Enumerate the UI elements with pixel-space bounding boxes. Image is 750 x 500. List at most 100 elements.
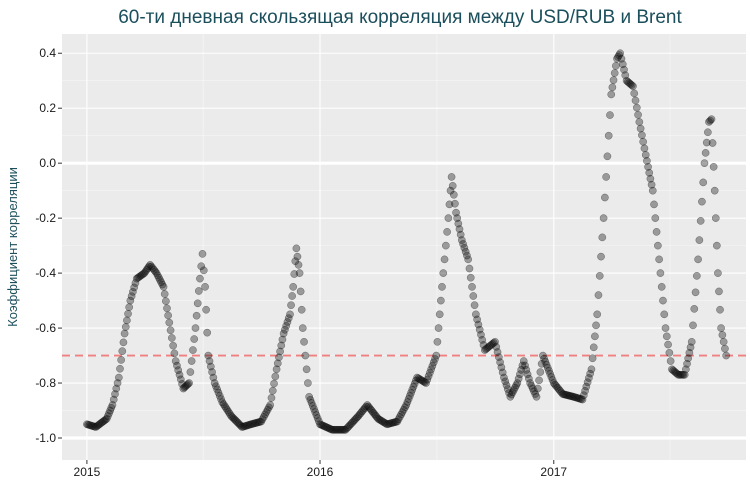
data-point	[656, 269, 665, 277]
data-point	[614, 53, 622, 61]
data-point	[468, 283, 476, 291]
data-point	[212, 382, 220, 391]
data-point	[222, 404, 230, 413]
data-point	[457, 236, 466, 244]
data-point	[477, 330, 485, 339]
data-point	[691, 288, 700, 297]
data-point	[555, 385, 563, 394]
data-point	[654, 241, 662, 250]
data-point	[603, 152, 612, 161]
data-point	[217, 395, 225, 403]
data-point	[662, 332, 671, 341]
data-point	[238, 423, 246, 431]
data-point	[248, 420, 257, 428]
data-point	[119, 338, 128, 347]
data-point	[465, 264, 474, 273]
data-point	[334, 425, 343, 434]
data-point	[247, 420, 255, 429]
reference-lines	[62, 161, 746, 440]
data-point	[598, 233, 607, 242]
data-point	[251, 419, 259, 428]
data-point	[275, 353, 283, 362]
data-point	[317, 420, 326, 429]
data-point	[235, 420, 244, 429]
data-point	[363, 401, 372, 409]
data-point	[561, 390, 569, 399]
data-point	[707, 115, 716, 124]
data-point	[319, 422, 328, 430]
data-point	[365, 404, 374, 412]
data-point	[130, 283, 139, 292]
data-point	[199, 266, 208, 275]
data-point	[307, 399, 316, 407]
data-point	[560, 390, 568, 399]
data-point	[705, 118, 713, 126]
data-point	[237, 421, 245, 430]
data-point	[345, 421, 354, 430]
data-point	[542, 360, 551, 369]
data-point	[690, 304, 699, 313]
data-point	[311, 408, 320, 416]
data-point	[105, 409, 113, 418]
data-point	[533, 384, 542, 393]
data-point	[611, 62, 620, 70]
data-point	[263, 405, 272, 414]
data-point	[193, 299, 202, 308]
data-point	[651, 214, 660, 222]
data-point	[196, 274, 204, 283]
data-point	[323, 423, 332, 432]
data-point	[329, 425, 338, 434]
data-point	[292, 244, 301, 253]
y-tick-label: -0.4	[35, 266, 56, 280]
data-point	[409, 382, 418, 391]
data-point	[556, 387, 565, 395]
data-point	[192, 311, 201, 320]
data-point	[579, 391, 588, 400]
data-point	[460, 243, 469, 252]
data-point	[505, 389, 513, 397]
data-point	[522, 366, 531, 374]
data-point	[449, 190, 458, 199]
data-point	[638, 131, 646, 139]
data-point	[440, 255, 449, 264]
data-point	[164, 311, 172, 320]
data-point	[470, 301, 479, 310]
data-point	[474, 320, 483, 329]
data-point	[412, 376, 420, 385]
data-point	[254, 418, 263, 427]
data-point	[438, 283, 446, 291]
data-point	[125, 303, 134, 312]
data-point	[587, 365, 596, 374]
data-point	[297, 305, 306, 314]
data-point	[489, 339, 498, 347]
data-point	[335, 425, 344, 434]
data-point	[173, 361, 181, 370]
data-point	[629, 82, 637, 91]
data-point	[293, 252, 302, 261]
data-point	[711, 214, 720, 222]
data-point	[174, 366, 183, 375]
data-point	[257, 417, 266, 426]
data-point	[414, 374, 423, 383]
data-point	[507, 390, 516, 399]
data-point	[722, 351, 731, 360]
data-point	[112, 384, 121, 393]
data-point	[686, 343, 695, 352]
data-point	[244, 421, 253, 429]
data-point	[441, 241, 450, 250]
data-point	[616, 49, 625, 58]
data-point	[213, 385, 222, 394]
data-point	[215, 392, 224, 400]
data-point	[283, 318, 292, 326]
data-point	[531, 390, 540, 398]
data-point	[99, 417, 107, 426]
data-point	[387, 419, 395, 428]
data-point	[96, 419, 105, 428]
data-point	[435, 310, 444, 319]
data-point	[209, 373, 218, 382]
data-point	[484, 343, 493, 351]
y-tick-label: -0.6	[35, 321, 56, 335]
data-point	[132, 274, 141, 283]
data-point	[279, 329, 288, 338]
